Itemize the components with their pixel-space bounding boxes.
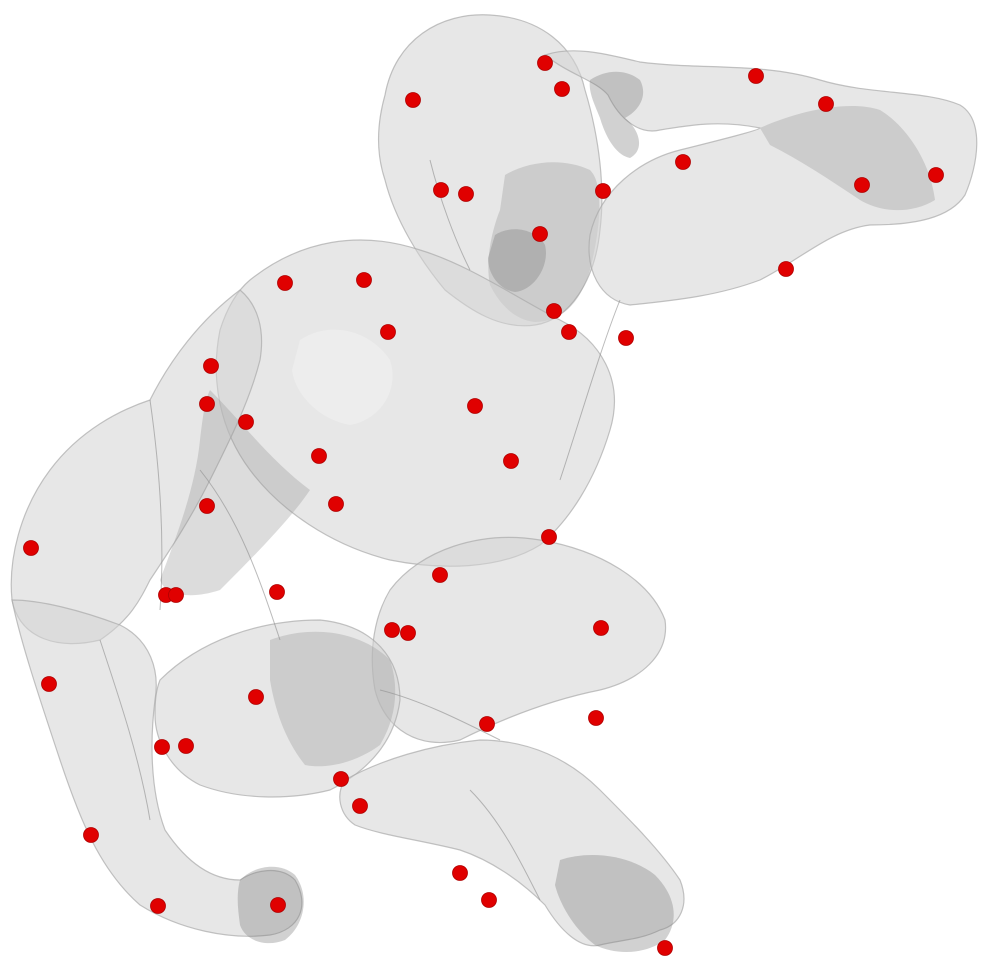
keypoint-marker: [593, 620, 609, 636]
gorilla-crease: [469, 789, 541, 901]
gorilla-lower-leg: [339, 739, 685, 947]
keypoint-marker: [433, 182, 449, 198]
keypoint-marker: [203, 358, 219, 374]
keypoint-marker: [561, 324, 577, 340]
keypoint-marker: [818, 96, 834, 112]
keypoint-markers: [23, 55, 944, 956]
keypoint-marker: [150, 898, 166, 914]
keypoint-marker: [657, 940, 673, 956]
keypoint-marker: [384, 622, 400, 638]
gorilla-right-thigh: [371, 536, 667, 744]
gorilla-left-forearm: [11, 599, 303, 937]
gorilla-forearm-shadow: [760, 106, 935, 211]
keypoint-marker: [199, 498, 215, 514]
keypoint-marker: [83, 827, 99, 843]
gorilla-crease: [429, 159, 471, 271]
keypoint-marker: [537, 55, 553, 71]
keypoint-marker: [269, 584, 285, 600]
gorilla-crotch-shadow: [270, 631, 396, 767]
gorilla-crease: [379, 689, 501, 741]
keypoint-marker: [503, 453, 519, 469]
keypoint-marker: [854, 177, 870, 193]
keypoint-marker: [541, 529, 557, 545]
gorilla-crease: [149, 399, 163, 611]
keypoint-marker: [479, 716, 495, 732]
gorilla-crease: [199, 469, 281, 641]
keypoint-marker: [154, 739, 170, 755]
keypoint-marker: [467, 398, 483, 414]
keypoint-marker: [928, 167, 944, 183]
gorilla-raised-arm: [543, 50, 978, 306]
gorilla-crease: [559, 299, 621, 481]
keypoint-marker: [675, 154, 691, 170]
keypoint-marker: [199, 396, 215, 412]
keypoint-marker: [778, 261, 794, 277]
gorilla-head: [378, 14, 603, 327]
keypoint-marker: [400, 625, 416, 641]
keypoint-marker: [380, 324, 396, 340]
gorilla-armpit-shadow: [160, 390, 310, 596]
gorilla-crease: [99, 639, 151, 821]
keypoint-marker: [248, 689, 264, 705]
keypoint-marker: [532, 226, 548, 242]
gorilla-mouth: [488, 229, 546, 292]
keypoint-marker: [595, 183, 611, 199]
keypoint-marker: [458, 186, 474, 202]
keypoint-marker: [311, 448, 327, 464]
keypoint-marker: [452, 865, 468, 881]
keypoint-marker: [41, 676, 57, 692]
gorilla-mesh: [10, 14, 978, 952]
keypoint-marker: [554, 81, 570, 97]
keypoint-marker: [178, 738, 194, 754]
keypoint-marker: [328, 496, 344, 512]
gorilla-raised-hand: [589, 71, 644, 158]
keypoint-marker: [352, 798, 368, 814]
keypoint-marker: [277, 275, 293, 291]
gorilla-face: [488, 162, 600, 322]
keypoint-marker: [333, 771, 349, 787]
keypoint-marker: [481, 892, 497, 908]
keypoint-marker: [748, 68, 764, 84]
keypoint-marker: [405, 92, 421, 108]
keypoint-marker: [168, 587, 184, 603]
keypoint-marker: [588, 710, 604, 726]
gorilla-foot: [555, 855, 674, 952]
keypoint-marker: [432, 567, 448, 583]
keypoint-marker: [23, 540, 39, 556]
keypoint-marker: [356, 272, 372, 288]
gorilla-chest-highlight: [292, 329, 393, 425]
keypoint-marker: [618, 330, 634, 346]
keypoint-marker: [238, 414, 254, 430]
keypoint-marker: [546, 303, 562, 319]
keypoint-marker: [270, 897, 286, 913]
